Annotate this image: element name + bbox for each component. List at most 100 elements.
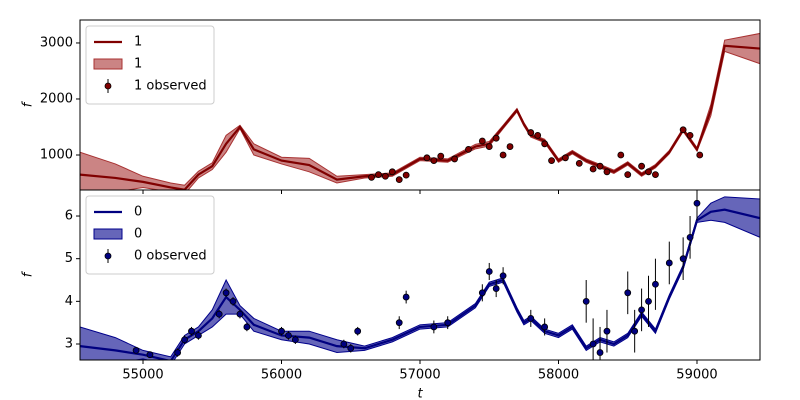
observed-point <box>506 143 514 150</box>
observed-point <box>603 168 611 176</box>
observed-point <box>430 157 438 164</box>
observed-point <box>686 131 694 139</box>
observed-point <box>368 173 375 181</box>
observed-point <box>485 268 493 275</box>
y-axis-label: f <box>21 100 36 107</box>
legend-box <box>85 25 215 105</box>
observed-point <box>582 297 590 305</box>
observed-point <box>693 199 701 207</box>
observed-point <box>395 176 403 184</box>
observed-point <box>638 162 645 170</box>
y-tick-label: 3000 <box>40 35 73 50</box>
observed-point <box>485 143 493 150</box>
observed-point <box>437 152 445 160</box>
observed-point <box>617 151 625 159</box>
x-tick-label: 56000 <box>261 368 302 383</box>
plot-area <box>80 32 760 190</box>
observed-point <box>340 340 348 348</box>
x-axis-label: t <box>417 387 423 400</box>
legend-swatch <box>104 252 112 260</box>
observed-point <box>236 310 244 318</box>
observed-point <box>686 233 694 241</box>
observed-point <box>444 319 452 327</box>
x-tick-label: 55000 <box>122 368 163 383</box>
observed-point <box>222 289 230 297</box>
observed-point <box>589 340 597 348</box>
legend-label: 0 <box>134 227 142 242</box>
observed-point <box>679 126 687 134</box>
observed-point <box>146 351 154 359</box>
observed-point <box>215 310 223 318</box>
observed-point <box>465 145 472 153</box>
observed-point <box>174 349 182 356</box>
observed-point <box>624 289 632 297</box>
observed-point <box>499 272 507 280</box>
observed-point <box>679 255 687 263</box>
observed-point <box>195 332 202 339</box>
observed-point <box>451 155 459 163</box>
legend-label: 1 observed <box>134 79 207 94</box>
observed-point <box>188 327 195 335</box>
observed-point <box>181 336 188 344</box>
observed-point <box>354 327 362 335</box>
observed-point <box>541 140 549 148</box>
observed-point <box>347 344 355 352</box>
observed-point <box>499 151 507 159</box>
y-tick-label: 6 <box>65 209 73 224</box>
observed-point <box>388 168 396 176</box>
legend-box <box>85 195 215 275</box>
observed-point <box>478 289 486 297</box>
observed-point <box>423 154 431 162</box>
y-tick-label: 2000 <box>40 91 73 106</box>
observed-point <box>645 297 652 305</box>
observed-point <box>375 171 382 178</box>
observed-point <box>492 134 500 142</box>
observed-point <box>527 315 535 322</box>
observed-point <box>665 259 673 267</box>
observed-point <box>624 171 632 178</box>
observed-point <box>575 159 583 167</box>
legend-label: 0 observed <box>134 249 207 264</box>
observed-point <box>527 129 535 136</box>
legend-label: 1 <box>134 35 142 50</box>
observed-point <box>638 306 645 314</box>
y-tick-label: 3 <box>65 337 73 352</box>
legend-label: 0 <box>134 205 142 220</box>
observed-point <box>430 323 438 331</box>
observed-point <box>278 327 285 335</box>
observed-point <box>478 137 486 145</box>
observed-point <box>562 154 569 162</box>
observed-point <box>645 168 652 176</box>
x-tick-label: 58000 <box>538 368 579 383</box>
observed-point <box>492 285 500 292</box>
y-tick-label: 5 <box>65 251 73 266</box>
y-axis-label: f <box>21 270 36 277</box>
y-tick-label: 4 <box>65 294 73 309</box>
observed-point <box>589 165 597 173</box>
observed-point <box>696 151 704 159</box>
observed-point <box>548 157 555 164</box>
observed-point <box>652 280 659 288</box>
observed-point <box>534 131 542 139</box>
observed-point <box>243 323 251 331</box>
observed-point <box>402 171 410 179</box>
observed-point <box>402 293 410 301</box>
legend-swatch <box>93 228 123 240</box>
observed-point <box>631 327 639 335</box>
observed-point <box>395 319 403 327</box>
y-tick-label: 1000 <box>40 147 73 162</box>
legend-label: 1 <box>134 57 142 72</box>
legend-swatch <box>93 58 123 70</box>
observed-point <box>596 162 604 170</box>
observed-point <box>381 172 389 180</box>
observed-point <box>652 171 659 178</box>
observed-point <box>596 349 604 356</box>
observed-point <box>285 332 292 339</box>
legend: 1 1 1 observed <box>85 25 215 105</box>
observed-point <box>541 323 549 331</box>
observed-point <box>291 336 299 344</box>
x-tick-label: 59000 <box>676 368 717 383</box>
observed-point <box>603 327 611 335</box>
x-tick-label: 57000 <box>399 368 440 383</box>
